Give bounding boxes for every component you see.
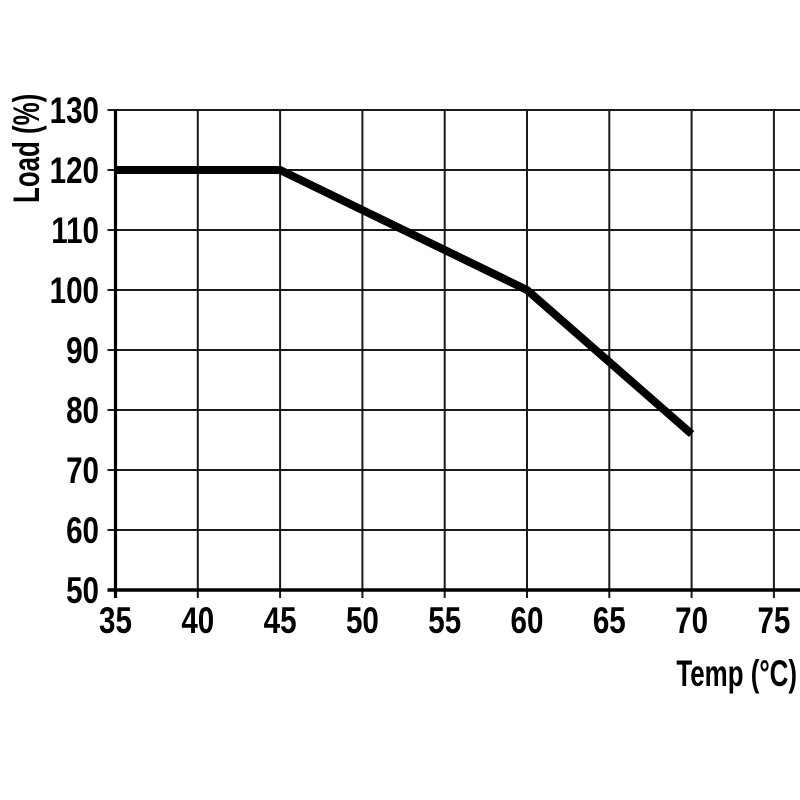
axis-layer bbox=[107, 110, 800, 598]
y-tick-label: 50 bbox=[66, 571, 99, 612]
y-tick-label: 60 bbox=[66, 511, 99, 552]
x-tick-label: 50 bbox=[346, 601, 379, 642]
x-tick-label: 60 bbox=[511, 601, 544, 642]
y-tick-label: 120 bbox=[50, 151, 99, 192]
y-tick-label: 80 bbox=[66, 391, 99, 432]
x-tick-label: 75 bbox=[757, 601, 790, 642]
x-tick-label: 35 bbox=[99, 601, 132, 642]
tick-label-layer: 50 60 70 80 90 100 110 120 130 35 40 45 50 55 60 65 70 75 bbox=[50, 91, 791, 642]
y-axis-label: Load (%) bbox=[5, 94, 47, 203]
y-tick-label: 100 bbox=[50, 271, 99, 312]
series-layer bbox=[115, 166, 695, 438]
x-tick-label: 40 bbox=[181, 601, 214, 642]
x-tick-label: 45 bbox=[264, 601, 297, 642]
y-tick-label: 110 bbox=[51, 211, 99, 252]
y-tick-label: 130 bbox=[50, 91, 99, 132]
y-tick-label: 70 bbox=[66, 451, 99, 492]
y-tick-label: 90 bbox=[66, 331, 99, 372]
x-tick-label: 65 bbox=[593, 601, 626, 642]
grid-layer bbox=[107, 109, 800, 598]
series-line-load-vs-temp bbox=[115, 166, 695, 438]
x-tick-label: 70 bbox=[675, 601, 708, 642]
x-tick-label: 55 bbox=[428, 601, 461, 642]
x-axis-label: Temp (°C) bbox=[676, 652, 797, 694]
